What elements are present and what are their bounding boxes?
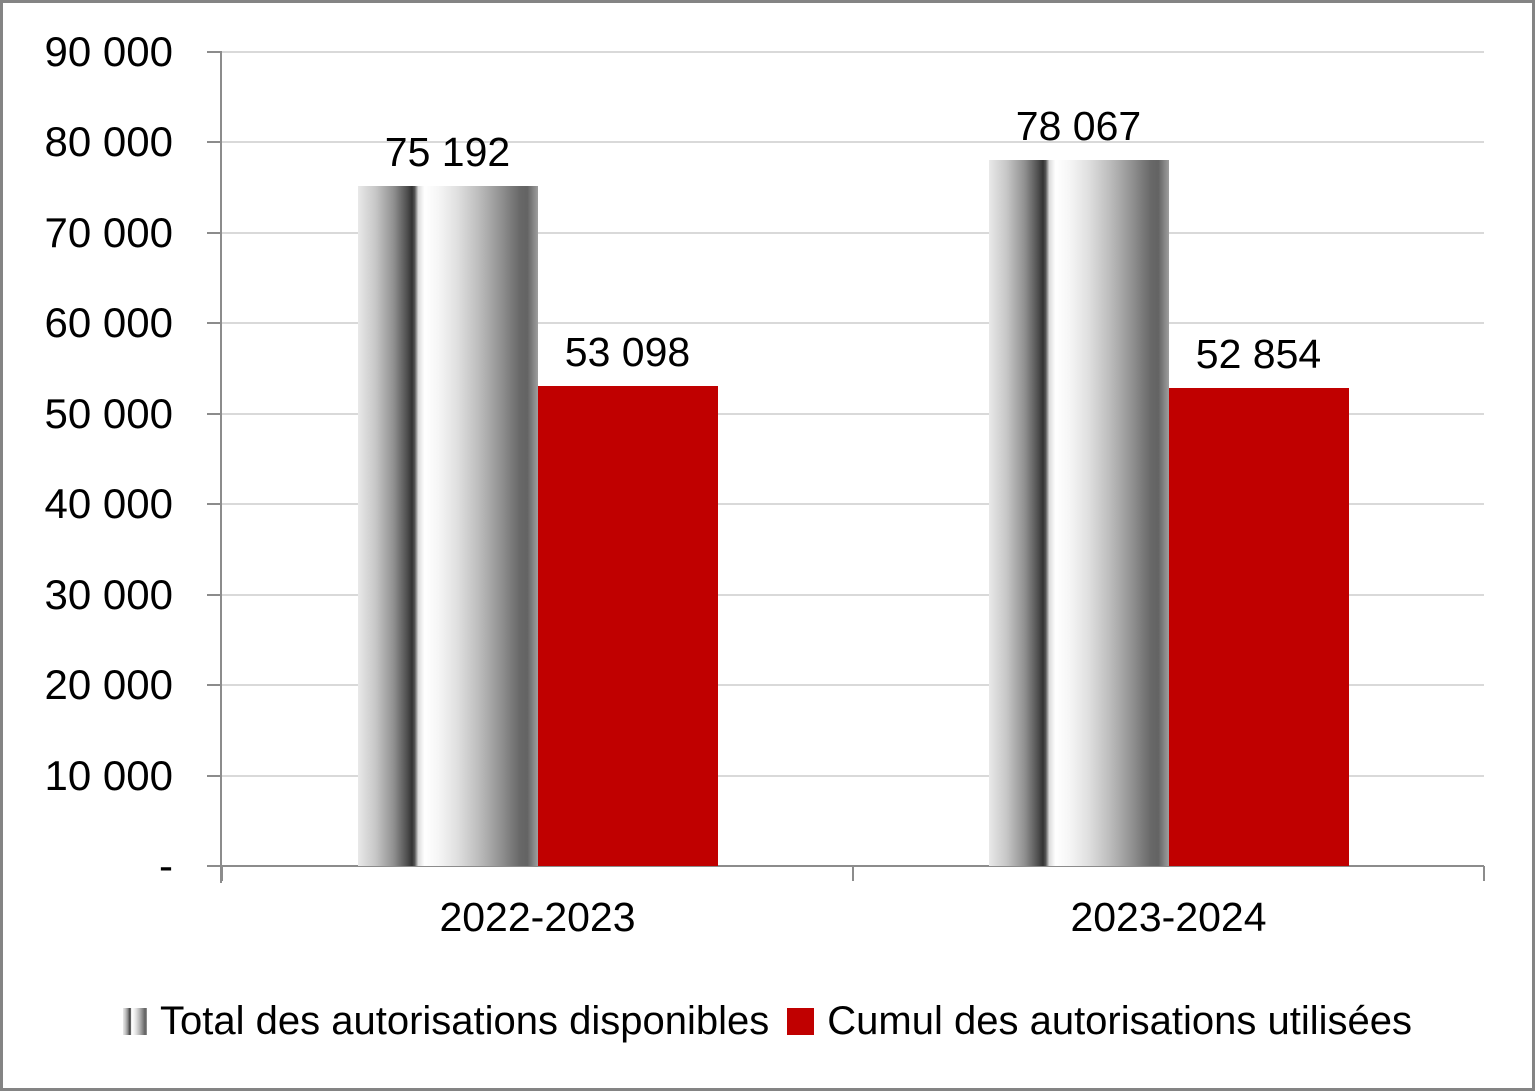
- y-axis-tick-label: 30 000: [44, 570, 173, 618]
- gridline: [222, 231, 1484, 234]
- bar-value-label: 52 854: [1195, 330, 1322, 377]
- gridline: [222, 412, 1484, 415]
- bar-value-label: 75 192: [384, 128, 511, 175]
- bar-gray: [357, 185, 538, 866]
- y-axis-tick: [207, 322, 222, 325]
- x-axis-category-label: 2023-2024: [1070, 894, 1267, 940]
- y-axis-tick-label: 10 000: [44, 751, 173, 799]
- legend-marker-gray-icon: [123, 1008, 147, 1035]
- legend-item: Cumul des autorisations utilisées: [787, 999, 1412, 1044]
- y-axis-tick-label: 40 000: [44, 480, 173, 528]
- bar-red: [537, 385, 718, 866]
- y-axis-tick: [207, 684, 222, 687]
- y-axis-tick: [207, 231, 222, 234]
- y-axis-tick-label: 60 000: [44, 299, 173, 347]
- gridline: [222, 774, 1484, 777]
- x-axis-tick: [1483, 866, 1485, 881]
- y-axis-tick: [207, 141, 222, 144]
- plot-area: - 10 000 20 000 30 000 40 000 50 000 60 000 70 …: [3, 3, 1532, 1088]
- y-axis-tick: [207, 774, 222, 777]
- x-axis-tick: [852, 866, 854, 881]
- gridline: [222, 593, 1484, 596]
- gridline: [222, 503, 1484, 506]
- y-axis-tick-label: 80 000: [44, 118, 173, 166]
- y-axis-tick: [207, 593, 222, 596]
- legend-label: Total des autorisations disponibles: [160, 999, 770, 1043]
- bar-value-label: 53 098: [564, 328, 691, 375]
- y-axis-tick-label: -: [159, 842, 173, 889]
- gridline: [222, 684, 1484, 687]
- legend-item: Total des autorisations disponibles: [123, 999, 769, 1044]
- y-axis-tick-label: 70 000: [44, 208, 173, 256]
- y-axis-tick-label: 90 000: [44, 28, 173, 75]
- bar-value-label: 78 067: [1015, 102, 1142, 149]
- y-axis-tick: [207, 51, 222, 53]
- y-axis-tick-label: 50 000: [44, 389, 173, 437]
- y-axis-tick-label: 20 000: [44, 661, 173, 709]
- bar-red: [1168, 387, 1349, 866]
- y-axis-tick: [207, 865, 222, 867]
- y-axis-tick: [207, 412, 222, 415]
- gridline: [222, 51, 1484, 53]
- legend-marker-red-icon: [787, 1008, 815, 1035]
- y-axis-tick: [207, 503, 222, 506]
- legend-label: Cumul des autorisations utilisées: [827, 999, 1412, 1043]
- x-axis-category-label: 2022-2023: [439, 894, 636, 940]
- gridline: [222, 141, 1484, 144]
- legend: Total des autorisations disponibles Cumul…: [3, 999, 1532, 1044]
- y-axis-line: [220, 52, 222, 883]
- x-axis-tick: [221, 866, 223, 881]
- gridline: [222, 322, 1484, 325]
- bar-gray: [988, 159, 1169, 866]
